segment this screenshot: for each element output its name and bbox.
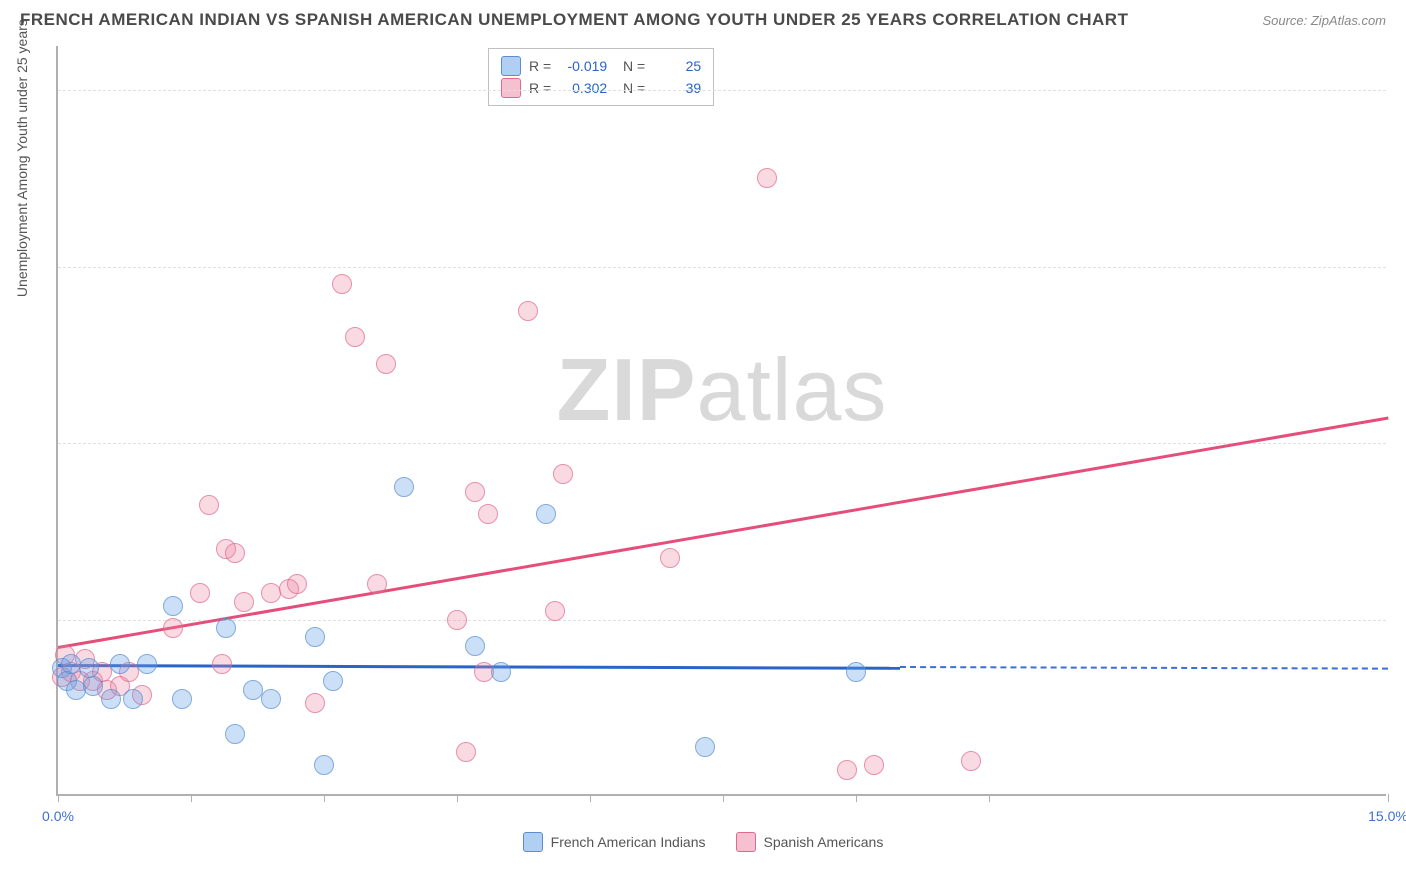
stat-value-N-spanish: 39 bbox=[653, 77, 701, 99]
data-point-spanish bbox=[305, 693, 325, 713]
data-point-spanish bbox=[553, 464, 573, 484]
data-point-spanish bbox=[757, 168, 777, 188]
x-tick bbox=[856, 794, 857, 802]
data-point-french bbox=[261, 689, 281, 709]
chart-container: Unemployment Among Youth under 25 years … bbox=[0, 36, 1406, 856]
data-point-spanish bbox=[518, 301, 538, 321]
gridline bbox=[58, 443, 1386, 444]
chart-source: Source: ZipAtlas.com bbox=[1262, 13, 1386, 28]
stats-legend-box: R = -0.019 N = 25 R = 0.302 N = 39 bbox=[488, 48, 714, 106]
x-tick bbox=[191, 794, 192, 802]
data-point-spanish bbox=[660, 548, 680, 568]
legend-item-spanish: Spanish Americans bbox=[736, 832, 884, 852]
watermark: ZIPatlas bbox=[557, 339, 888, 441]
x-tick bbox=[723, 794, 724, 802]
data-point-french bbox=[305, 627, 325, 647]
data-point-spanish bbox=[163, 618, 183, 638]
legend-swatch-pink-icon bbox=[736, 832, 756, 852]
chart-header: FRENCH AMERICAN INDIAN VS SPANISH AMERIC… bbox=[0, 0, 1406, 36]
x-tick-label: 15.0% bbox=[1368, 808, 1406, 824]
stat-value-N-french: 25 bbox=[653, 55, 701, 77]
chart-title: FRENCH AMERICAN INDIAN VS SPANISH AMERIC… bbox=[20, 10, 1128, 30]
watermark-bold: ZIP bbox=[557, 340, 697, 439]
stat-label-N2: N = bbox=[615, 77, 645, 99]
stat-value-R-spanish: 0.302 bbox=[559, 77, 607, 99]
data-point-french bbox=[61, 654, 81, 674]
x-tick bbox=[324, 794, 325, 802]
data-point-french bbox=[323, 671, 343, 691]
stat-value-R-french: -0.019 bbox=[559, 55, 607, 77]
watermark-light: atlas bbox=[697, 340, 888, 439]
data-point-spanish bbox=[367, 574, 387, 594]
y-tick-label: 80.0% bbox=[1391, 82, 1406, 98]
data-point-french bbox=[225, 724, 245, 744]
data-point-spanish bbox=[376, 354, 396, 374]
data-point-spanish bbox=[478, 504, 498, 524]
x-tick bbox=[1388, 794, 1389, 802]
data-point-french bbox=[123, 689, 143, 709]
data-point-spanish bbox=[190, 583, 210, 603]
plot-area: ZIPatlas R = -0.019 N = 25 R = 0.302 N =… bbox=[56, 46, 1386, 796]
data-point-french bbox=[110, 654, 130, 674]
data-point-french bbox=[172, 689, 192, 709]
gridline bbox=[58, 267, 1386, 268]
data-point-french bbox=[216, 618, 236, 638]
data-point-spanish bbox=[234, 592, 254, 612]
y-axis-label: Unemployment Among Youth under 25 years bbox=[14, 19, 30, 297]
data-point-french bbox=[465, 636, 485, 656]
y-tick-label: 60.0% bbox=[1391, 259, 1406, 275]
regression-line bbox=[900, 666, 1388, 670]
data-point-spanish bbox=[465, 482, 485, 502]
legend-label-spanish: Spanish Americans bbox=[764, 834, 884, 850]
data-point-spanish bbox=[287, 574, 307, 594]
data-point-spanish bbox=[332, 274, 352, 294]
data-point-french bbox=[695, 737, 715, 757]
data-point-spanish bbox=[961, 751, 981, 771]
stat-label-R: R = bbox=[529, 55, 551, 77]
data-point-spanish bbox=[456, 742, 476, 762]
data-point-french bbox=[846, 662, 866, 682]
swatch-blue-icon bbox=[501, 56, 521, 76]
stat-label-R2: R = bbox=[529, 77, 551, 99]
data-point-french bbox=[83, 676, 103, 696]
legend-label-french: French American Indians bbox=[551, 834, 706, 850]
data-point-spanish bbox=[212, 654, 232, 674]
data-point-french bbox=[137, 654, 157, 674]
data-point-spanish bbox=[864, 755, 884, 775]
gridline bbox=[58, 90, 1386, 91]
x-tick bbox=[58, 794, 59, 802]
x-tick-label: 0.0% bbox=[42, 808, 74, 824]
legend-item-french: French American Indians bbox=[523, 832, 706, 852]
stats-row-french: R = -0.019 N = 25 bbox=[501, 55, 701, 77]
data-point-french bbox=[491, 662, 511, 682]
stats-row-spanish: R = 0.302 N = 39 bbox=[501, 77, 701, 99]
y-tick-label: 40.0% bbox=[1391, 435, 1406, 451]
stat-label-N: N = bbox=[615, 55, 645, 77]
data-point-french bbox=[314, 755, 334, 775]
regression-line bbox=[58, 417, 1389, 649]
y-tick-label: 20.0% bbox=[1391, 612, 1406, 628]
x-tick bbox=[457, 794, 458, 802]
bottom-legend: French American Indians Spanish American… bbox=[0, 832, 1406, 852]
data-point-spanish bbox=[545, 601, 565, 621]
data-point-french bbox=[163, 596, 183, 616]
data-point-french bbox=[101, 689, 121, 709]
data-point-spanish bbox=[345, 327, 365, 347]
x-tick bbox=[989, 794, 990, 802]
data-point-spanish bbox=[447, 610, 467, 630]
data-point-spanish bbox=[837, 760, 857, 780]
data-point-french bbox=[536, 504, 556, 524]
x-tick bbox=[590, 794, 591, 802]
data-point-french bbox=[394, 477, 414, 497]
swatch-pink-icon bbox=[501, 78, 521, 98]
gridline bbox=[58, 620, 1386, 621]
data-point-spanish bbox=[199, 495, 219, 515]
legend-swatch-blue-icon bbox=[523, 832, 543, 852]
data-point-spanish bbox=[225, 543, 245, 563]
